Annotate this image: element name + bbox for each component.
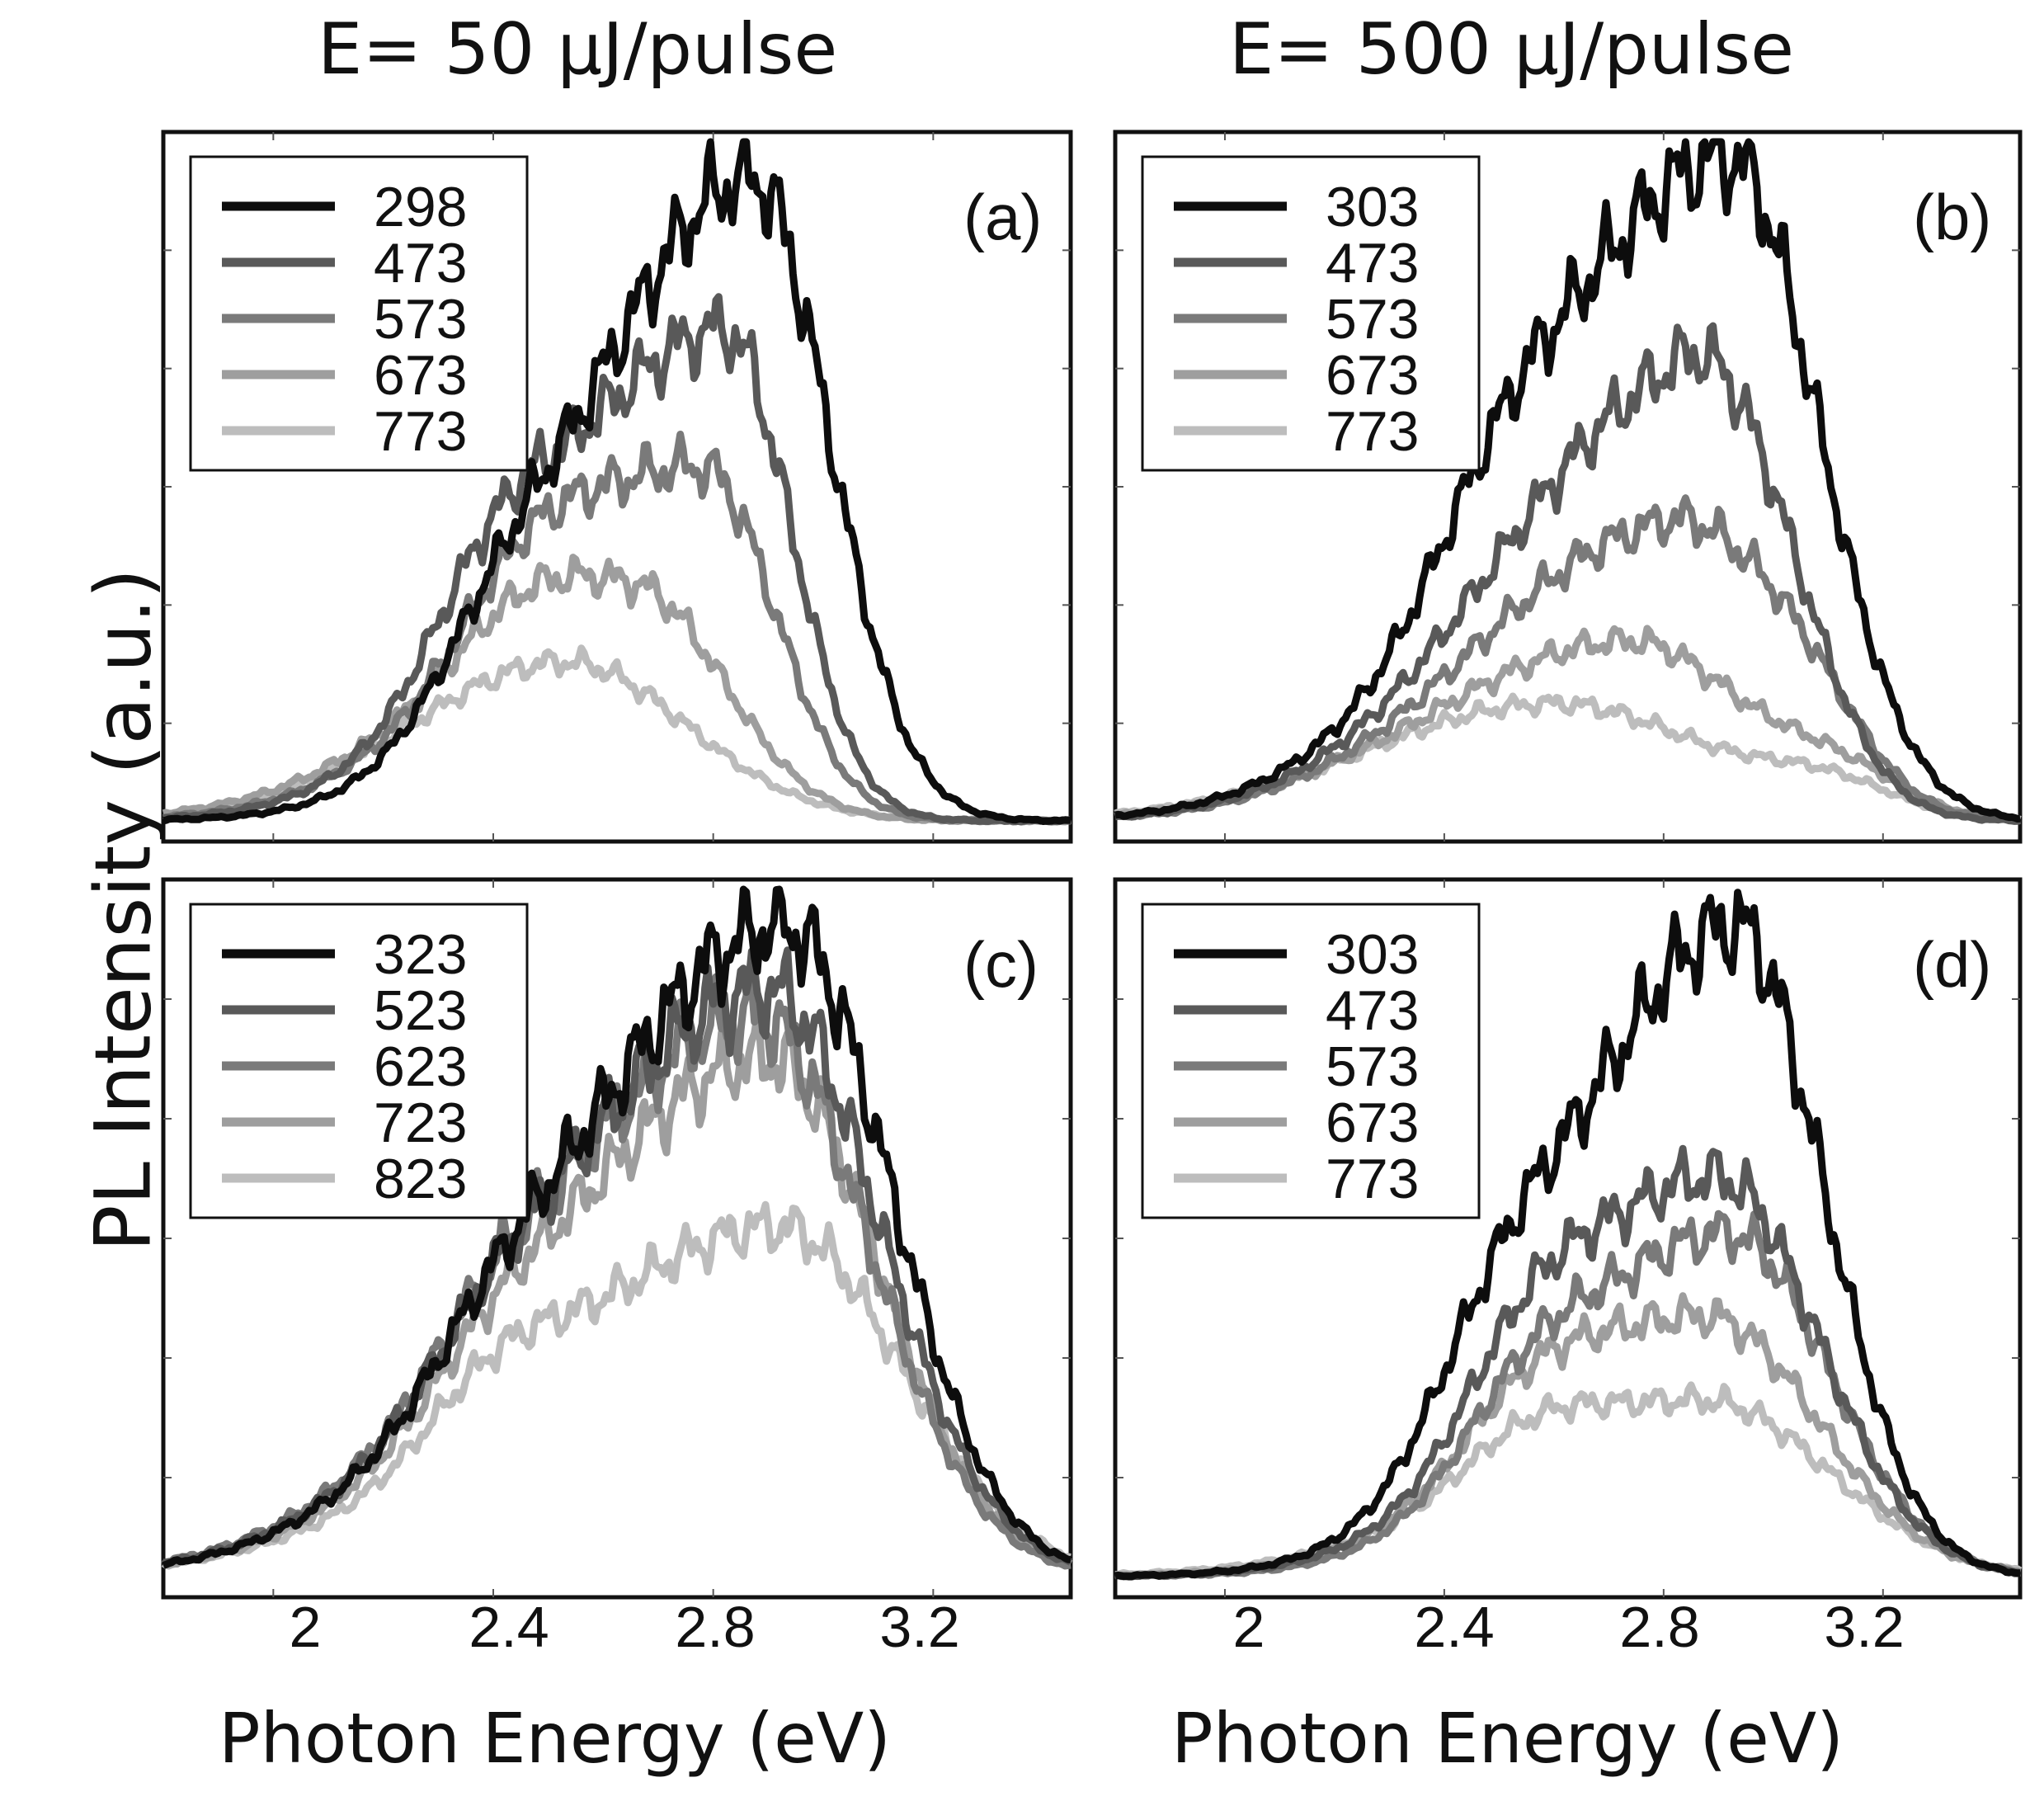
legend-label-303: 303 [1326, 176, 1419, 238]
x-tick-right-2.4: 2.4 [1414, 1595, 1495, 1659]
legend-label-823: 823 [374, 1148, 467, 1210]
legend-label-773: 773 [374, 400, 467, 463]
series-line-298 [162, 138, 1072, 825]
legend-label-773: 773 [1326, 1148, 1419, 1210]
series-line-773 [1114, 1381, 2023, 1579]
legend-label-298: 298 [374, 176, 467, 238]
panel-letter: (c) [963, 928, 1039, 1001]
x-axis-label-left: Photon Energy (eV) [219, 1698, 892, 1779]
legend-label-673: 673 [374, 344, 467, 407]
x-tick-left-2: 2 [289, 1595, 322, 1659]
x-tick-left-3.2: 3.2 [879, 1595, 960, 1659]
x-tick-right-2: 2 [1232, 1595, 1265, 1659]
legend-label-573: 573 [374, 288, 467, 351]
x-tick-left-2.4: 2.4 [469, 1595, 549, 1659]
legend-label-573: 573 [1326, 1035, 1419, 1098]
legend-label-303: 303 [1326, 923, 1419, 986]
series-line-323 [162, 885, 1072, 1569]
legend-label-523: 523 [374, 979, 467, 1042]
series-line-473 [1114, 322, 2022, 825]
legend-label-723: 723 [374, 1092, 467, 1154]
x-tick-right-2.8: 2.8 [1619, 1595, 1700, 1659]
legend-label-473: 473 [1326, 232, 1419, 295]
legend-label-673: 673 [1326, 1092, 1419, 1154]
legend-label-473: 473 [1326, 979, 1419, 1042]
panel-letter: (a) [963, 181, 1042, 253]
x-axis-label-right: Photon Energy (eV) [1171, 1698, 1844, 1779]
x-tick-left-2.8: 2.8 [675, 1595, 756, 1659]
column-title-right: E= 500 µJ/pulse [1229, 8, 1794, 91]
series-line-303 [1114, 138, 2022, 823]
column-title-left: E= 50 µJ/pulse [318, 8, 838, 91]
series-line-823 [161, 1200, 1072, 1570]
legend-label-623: 623 [374, 1035, 467, 1098]
series-line-303 [1114, 889, 2022, 1581]
panel-letter: (b) [1913, 181, 1991, 253]
legend-label-573: 573 [1326, 288, 1419, 351]
x-tick-right-3.2: 3.2 [1824, 1595, 1905, 1659]
legend-label-773: 773 [1326, 400, 1419, 463]
panel-letter: (d) [1913, 928, 1991, 1001]
legend-label-323: 323 [374, 923, 467, 986]
legend-label-473: 473 [374, 232, 467, 295]
legend-label-673: 673 [1326, 344, 1419, 407]
series-line-473 [162, 293, 1072, 826]
